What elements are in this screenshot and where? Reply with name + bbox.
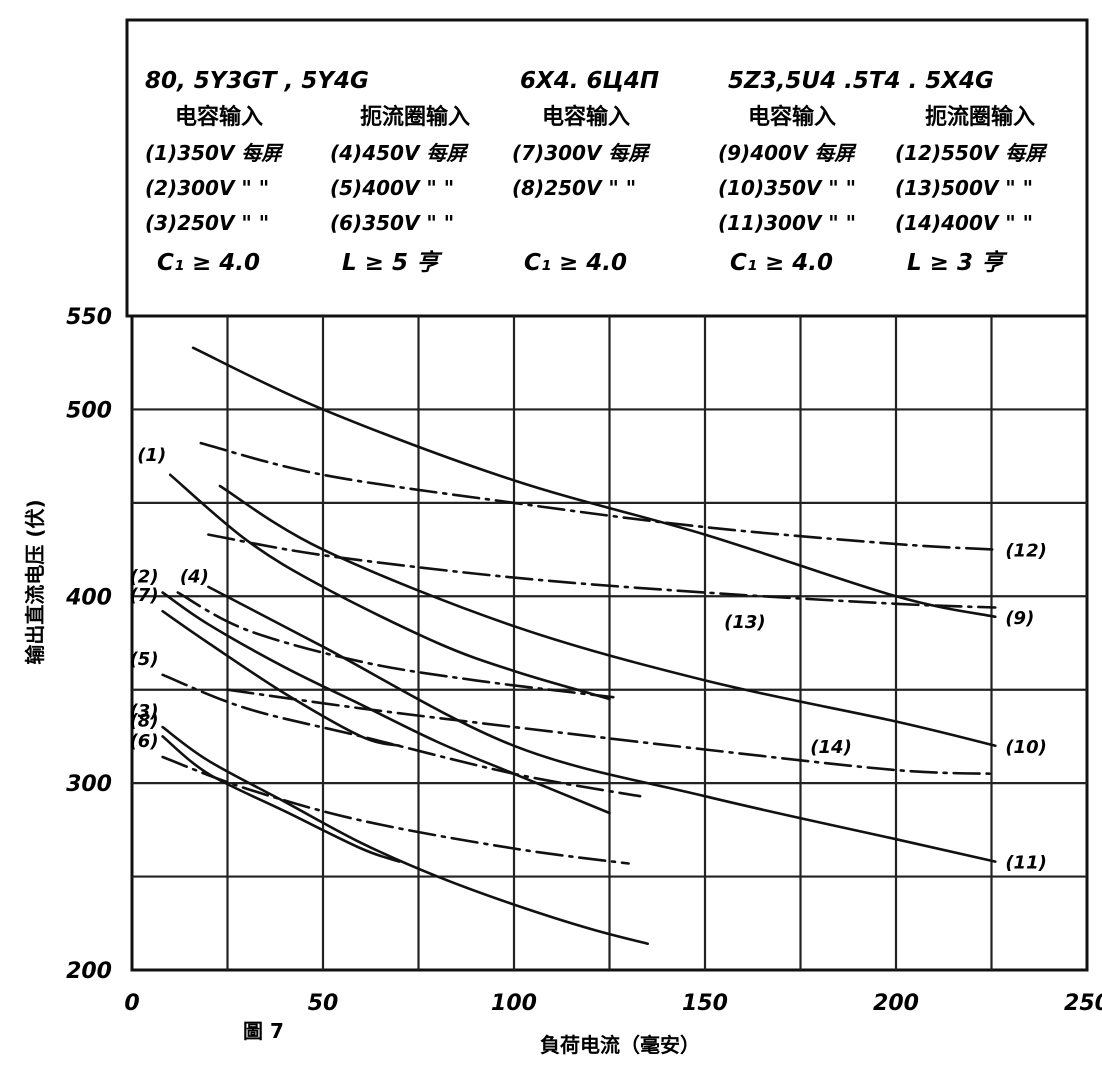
legend-item: (12)550V 每屏 bbox=[895, 141, 1048, 165]
series-label: (5) bbox=[130, 649, 159, 670]
series-line-8 bbox=[161, 735, 401, 863]
legend-group-header: 6X4. 6Ц4П bbox=[520, 68, 659, 94]
legend-item: (2)300V " " bbox=[145, 176, 269, 200]
series-line-10 bbox=[218, 484, 997, 748]
series-labels: (1) (2) (3) (4) (5) (6) (7) (8) (9) (10) (11) (12) (… bbox=[130, 445, 1047, 874]
series-line-3 bbox=[161, 725, 649, 946]
legend-item: (6)350V " " bbox=[330, 211, 454, 235]
x-tick-label: 50 bbox=[308, 991, 339, 1016]
grid bbox=[132, 316, 1087, 970]
legend-item: (13)500V " " bbox=[895, 176, 1033, 200]
series-label: (12) bbox=[1005, 541, 1047, 562]
x-tick-label: 150 bbox=[682, 991, 728, 1016]
x-tick-label: 100 bbox=[491, 991, 537, 1016]
x-tick-label: 200 bbox=[873, 991, 919, 1016]
x-tick-label: 0 bbox=[124, 991, 139, 1016]
legend-group-header: 5Z3,5U4 .5T4 . 5X4G bbox=[728, 68, 994, 94]
series-label: (8) bbox=[130, 710, 159, 731]
legend-item: (8)250V " " bbox=[512, 176, 636, 200]
series-label: (3) bbox=[130, 701, 159, 722]
series-line-1 bbox=[168, 473, 611, 701]
series-line-13 bbox=[207, 533, 997, 609]
series-line-9 bbox=[191, 346, 997, 619]
legend-condition: C₁ ≥ 4.0 bbox=[157, 250, 260, 276]
series-line-12 bbox=[199, 441, 997, 551]
y-tick-label: 300 bbox=[66, 772, 112, 797]
legend-item: (14)400V " " bbox=[895, 211, 1033, 235]
y-tick-label: 550 bbox=[66, 305, 112, 330]
legend-condition: C₁ ≥ 4.0 bbox=[730, 250, 833, 276]
legend: 80, 5Y3GT , 5Y4G 电容输入 (1)350V 每屏 (2)300V " … bbox=[145, 68, 1048, 276]
y-tick-label: 400 bbox=[65, 585, 112, 610]
legend-item: (10)350V " " bbox=[718, 176, 856, 200]
tick-labels: 0 50 100 150 200 250 200 300 400 500 550 bbox=[65, 305, 1102, 1016]
series-label: (2) bbox=[130, 567, 159, 588]
series-label: (4) bbox=[180, 567, 209, 588]
series-line-11 bbox=[207, 585, 997, 863]
series-line-14 bbox=[226, 688, 997, 776]
figure-label: 圖 7 bbox=[243, 1019, 284, 1043]
series-label: (7) bbox=[130, 585, 159, 606]
legend-group-header: 80, 5Y3GT , 5Y4G bbox=[145, 68, 369, 94]
series-line-6 bbox=[161, 755, 630, 865]
series-line-4 bbox=[176, 591, 615, 699]
y-tick-label: 500 bbox=[66, 398, 112, 423]
series-group bbox=[161, 346, 997, 946]
legend-item: (1)350V 每屏 bbox=[145, 141, 284, 165]
legend-condition: L ≥ 3 亨 bbox=[907, 250, 1008, 276]
series-label: (10) bbox=[1005, 737, 1047, 758]
series-label: (9) bbox=[1005, 608, 1034, 629]
x-axis-title: 負荷电流（毫安） bbox=[540, 1033, 700, 1057]
series-line-5 bbox=[161, 673, 642, 798]
y-tick-label: 200 bbox=[66, 959, 112, 984]
series-label: (14) bbox=[810, 737, 852, 758]
legend-column-heading: 扼流圈输入 bbox=[360, 104, 470, 130]
legend-column-heading: 电容输入 bbox=[175, 104, 263, 130]
legend-item: (3)250V " " bbox=[145, 211, 269, 235]
legend-item: (5)400V " " bbox=[330, 176, 454, 200]
x-tick-label: 250 bbox=[1064, 991, 1102, 1016]
y-axis-title: 输出直流电压 (伏) bbox=[23, 499, 47, 664]
legend-item: (7)300V 每屏 bbox=[512, 141, 651, 165]
series-line-7 bbox=[161, 609, 401, 748]
legend-column-heading: 扼流圈输入 bbox=[925, 104, 1035, 130]
legend-item: (9)400V 每屏 bbox=[718, 141, 857, 165]
legend-condition: L ≥ 5 亨 bbox=[342, 250, 443, 276]
legend-item: (11)300V " " bbox=[718, 211, 856, 235]
legend-column-heading: 电容输入 bbox=[748, 104, 836, 130]
legend-column-heading: 电容输入 bbox=[542, 104, 630, 130]
series-label: (13) bbox=[724, 612, 766, 633]
legend-item: (4)450V 每屏 bbox=[330, 141, 469, 165]
series-label: (1) bbox=[137, 445, 166, 466]
series-label: (6) bbox=[130, 731, 159, 752]
series-label: (11) bbox=[1005, 853, 1047, 874]
legend-condition: C₁ ≥ 4.0 bbox=[524, 250, 627, 276]
